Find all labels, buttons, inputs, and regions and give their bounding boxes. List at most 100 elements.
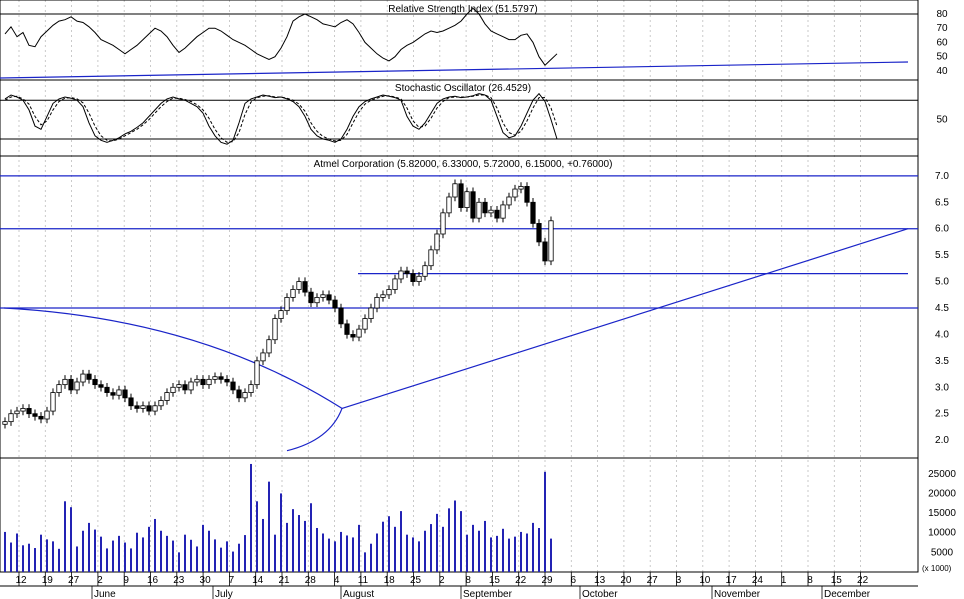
candle-body bbox=[506, 196, 512, 206]
candle-body bbox=[26, 408, 32, 415]
date-tick-label: 6 bbox=[571, 575, 577, 586]
volume-bar bbox=[520, 531, 522, 572]
volume-bar bbox=[286, 522, 288, 572]
price-tick-label: 6.0 bbox=[935, 224, 949, 235]
candle-body bbox=[320, 294, 326, 298]
rsi-tick-label: 70 bbox=[936, 23, 948, 34]
month-labels: June July August September October November De… bbox=[91, 586, 871, 599]
volume-bar bbox=[460, 511, 462, 572]
candle-body bbox=[212, 376, 218, 380]
volume-bar bbox=[112, 540, 114, 572]
candle-body bbox=[380, 294, 386, 298]
candle-body bbox=[374, 297, 380, 309]
date-tick-label: 29 bbox=[541, 575, 553, 586]
price-tick-label: 2.0 bbox=[935, 435, 949, 446]
volume-bar bbox=[100, 536, 102, 572]
rsi-lines bbox=[0, 7, 918, 79]
candle-body bbox=[464, 191, 470, 208]
date-ticks: 12 19 27 2 9 16 23 30 7 14 21 28 4 11 18 25 2 8 15 22 29 6 13 2… bbox=[15, 572, 869, 586]
volume-unit-label: (x 1000) bbox=[922, 564, 952, 573]
rising-trendline bbox=[341, 228, 909, 410]
candle-body bbox=[326, 294, 332, 301]
candle-body bbox=[38, 415, 44, 420]
volume-bar bbox=[406, 534, 408, 572]
month-label: December bbox=[824, 589, 871, 599]
volume-bar bbox=[532, 522, 534, 572]
candle-body bbox=[176, 384, 182, 388]
volume-bar bbox=[436, 513, 438, 572]
candle-body bbox=[236, 389, 242, 399]
candle-body bbox=[146, 405, 152, 412]
volume-bar bbox=[280, 493, 282, 572]
candle-body bbox=[230, 381, 236, 391]
candle-body bbox=[194, 378, 200, 383]
candle-body bbox=[530, 201, 536, 224]
volume-bar bbox=[526, 533, 528, 572]
volume-bar bbox=[10, 542, 12, 572]
volume-bar bbox=[256, 501, 258, 572]
volume-bar bbox=[16, 533, 18, 572]
volume-bar bbox=[418, 541, 420, 572]
date-tick-label: 24 bbox=[752, 575, 764, 586]
candle-body bbox=[356, 328, 362, 338]
volume-bar bbox=[388, 516, 390, 572]
candle-body bbox=[404, 270, 410, 275]
volume-bar bbox=[178, 552, 180, 572]
candle-body bbox=[188, 381, 194, 391]
candle-body bbox=[8, 413, 14, 423]
volume-bar bbox=[196, 546, 198, 572]
candle-body bbox=[332, 299, 338, 309]
price-title: Atmel Corporation (5.82000, 6.33000, 5.7… bbox=[314, 159, 613, 170]
candle-body bbox=[248, 384, 254, 393]
candle-body bbox=[296, 281, 302, 290]
volume-bar bbox=[412, 537, 414, 572]
candle-body bbox=[56, 384, 62, 393]
price-tick-label: 4.5 bbox=[935, 303, 949, 314]
candle-body bbox=[314, 297, 320, 304]
candle-body bbox=[110, 392, 116, 396]
candle-body bbox=[152, 405, 158, 412]
volume-bar bbox=[172, 540, 174, 572]
volume-bar bbox=[202, 524, 204, 572]
candle-body bbox=[104, 386, 110, 393]
date-axis: 12 19 27 2 9 16 23 30 7 14 21 28 4 11 18 25 2 8 15 22 29 6 13 2… bbox=[0, 572, 918, 599]
date-tick-label: 27 bbox=[647, 575, 659, 586]
price-tick-label: 4.0 bbox=[935, 329, 949, 340]
volume-tick-label: 10000 bbox=[928, 528, 956, 539]
volume-bar bbox=[376, 533, 378, 572]
volume-bar bbox=[58, 548, 60, 572]
volume-bar bbox=[160, 530, 162, 572]
candle-body bbox=[62, 378, 68, 386]
date-tick-label: 11 bbox=[358, 575, 369, 586]
date-tick-label: 7 bbox=[229, 575, 235, 586]
volume-bar bbox=[394, 526, 396, 572]
volume-bar bbox=[52, 541, 54, 572]
volume-bar bbox=[358, 524, 360, 572]
candle-body bbox=[284, 297, 290, 312]
month-label: October bbox=[582, 589, 618, 599]
candle-body bbox=[224, 378, 230, 383]
candle-body bbox=[164, 392, 170, 401]
candle-body bbox=[476, 201, 482, 219]
date-tick-label: 2 bbox=[97, 575, 103, 586]
volume-bar bbox=[106, 548, 108, 572]
month-label: June bbox=[94, 589, 116, 599]
stochastic-title: Stochastic Oscillator (26.4529) bbox=[395, 83, 531, 94]
candle-body bbox=[128, 397, 134, 407]
volume-tick-label: 20000 bbox=[928, 488, 956, 499]
stochastic-axis-ticks: 50 bbox=[936, 115, 948, 126]
candle-body bbox=[98, 384, 104, 388]
volume-bar bbox=[244, 535, 246, 572]
volume-bar bbox=[130, 548, 132, 572]
date-tick-label: 28 bbox=[305, 575, 317, 586]
volume-bar bbox=[298, 515, 300, 572]
date-tick-label: 30 bbox=[200, 575, 212, 586]
candle-body bbox=[434, 233, 440, 251]
stochastic-tick-label: 50 bbox=[936, 115, 948, 126]
rsi-trendline bbox=[0, 61, 909, 79]
date-tick-label: 4 bbox=[334, 575, 340, 586]
candle-body bbox=[446, 196, 452, 214]
date-tick-label: 8 bbox=[465, 575, 471, 586]
rsi-tick-label: 60 bbox=[936, 37, 948, 48]
date-tick-label: 20 bbox=[620, 575, 632, 586]
